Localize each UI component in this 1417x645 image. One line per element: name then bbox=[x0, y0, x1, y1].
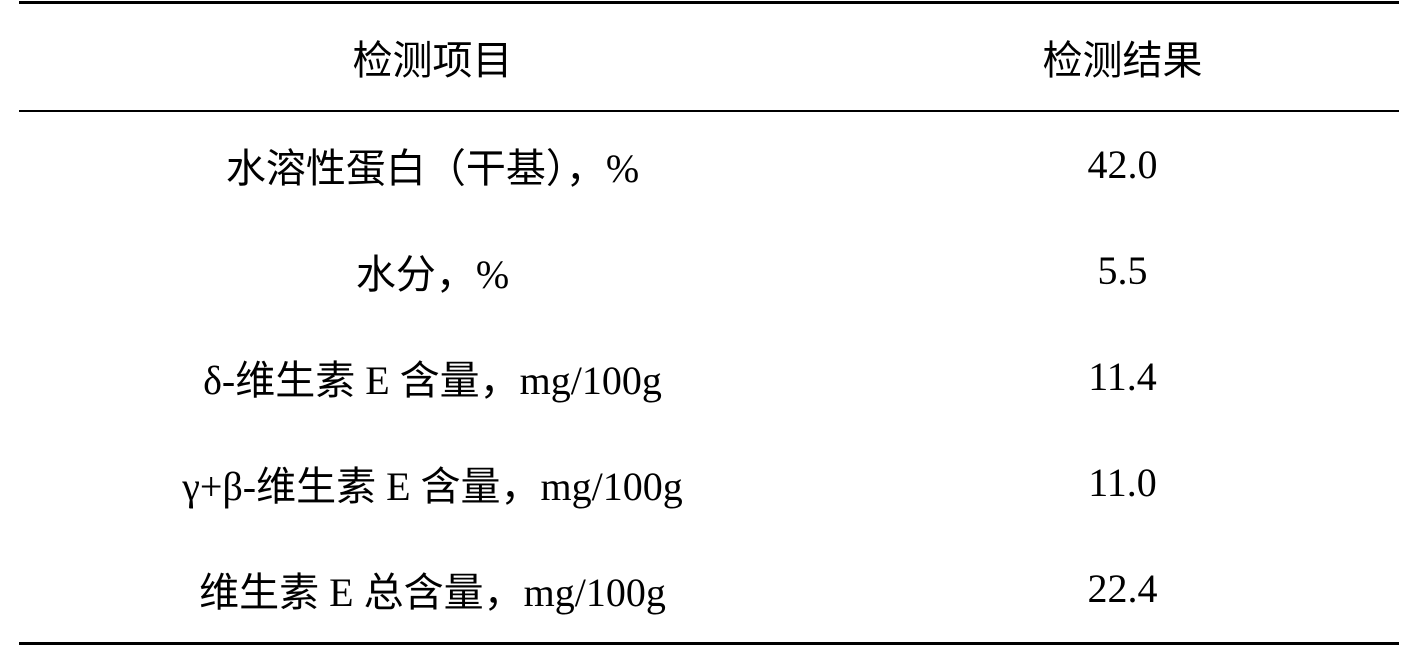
table-header-row: 检测项目 检测结果 bbox=[19, 2, 1399, 111]
item-cell: γ+β-维生素 E 含量，mg/100g bbox=[19, 430, 847, 536]
item-cell: 水溶性蛋白（干基），% bbox=[19, 111, 847, 218]
table-row: δ-维生素 E 含量，mg/100g 11.4 bbox=[19, 324, 1399, 430]
results-table-container: 检测项目 检测结果 水溶性蛋白（干基），% 42.0 水分，% 5.5 δ-维生… bbox=[19, 1, 1399, 645]
table-row: 水溶性蛋白（干基），% 42.0 bbox=[19, 111, 1399, 218]
results-table: 检测项目 检测结果 水溶性蛋白（干基），% 42.0 水分，% 5.5 δ-维生… bbox=[19, 1, 1399, 645]
value-cell: 11.4 bbox=[847, 324, 1399, 430]
table-row: 维生素 E 总含量，mg/100g 22.4 bbox=[19, 536, 1399, 644]
column-header-result: 检测结果 bbox=[847, 2, 1399, 111]
value-cell: 42.0 bbox=[847, 111, 1399, 218]
item-cell: 维生素 E 总含量，mg/100g bbox=[19, 536, 847, 644]
column-header-item: 检测项目 bbox=[19, 2, 847, 111]
item-cell: δ-维生素 E 含量，mg/100g bbox=[19, 324, 847, 430]
value-cell: 22.4 bbox=[847, 536, 1399, 644]
table-row: 水分，% 5.5 bbox=[19, 218, 1399, 324]
value-cell: 5.5 bbox=[847, 218, 1399, 324]
item-cell: 水分，% bbox=[19, 218, 847, 324]
value-cell: 11.0 bbox=[847, 430, 1399, 536]
table-row: γ+β-维生素 E 含量，mg/100g 11.0 bbox=[19, 430, 1399, 536]
